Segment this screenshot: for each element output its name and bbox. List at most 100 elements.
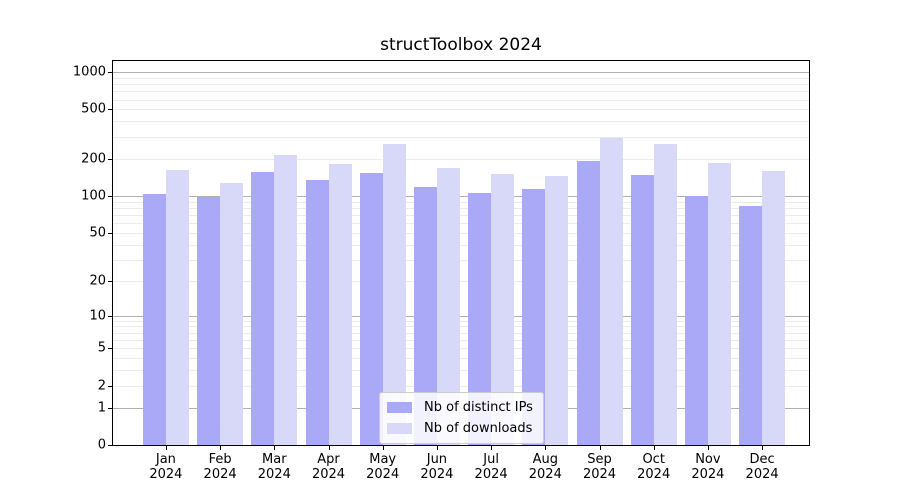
x-tick-month: Jun <box>426 452 448 467</box>
y-tick-mark-10 <box>108 316 112 317</box>
x-tick-month: Sep <box>587 452 612 467</box>
gridline-minor-2 <box>113 385 809 387</box>
bar-downloads-may <box>382 144 406 445</box>
bar-downloads-mar <box>274 155 298 445</box>
gridline-minor-6 <box>113 340 809 341</box>
gridline-major-1000 <box>113 72 809 73</box>
x-tick-year: 2024 <box>691 467 725 482</box>
y-tick-label-1: 1 <box>97 400 106 416</box>
x-tick-label-oct: Oct 2024 <box>624 452 684 482</box>
x-tick-year: 2024 <box>745 467 779 482</box>
legend: Nb of distinct IPs Nb of downloads <box>379 392 544 444</box>
bar-distinct-ips-apr <box>305 179 329 445</box>
y-tick-label-50: 50 <box>89 225 106 241</box>
legend-swatch-downloads-icon <box>387 423 412 434</box>
gridline-minor-200 <box>113 158 809 160</box>
x-tick-year: 2024 <box>582 467 617 482</box>
gridline-minor-5 <box>113 348 809 350</box>
gridline-major-100 <box>113 195 809 197</box>
gridline-major-10 <box>113 315 809 317</box>
x-tick-mark-dec <box>762 446 763 450</box>
gridline-minor-3 <box>113 370 809 372</box>
x-tick-label-nov: Nov 2024 <box>678 452 738 482</box>
gridline-minor-50 <box>113 232 809 234</box>
x-tick-label-jun: Jun 2024 <box>407 452 467 482</box>
x-tick-month: Nov <box>695 452 721 467</box>
y-tick-label-10: 10 <box>89 308 106 324</box>
x-tick-mark-mar <box>274 446 275 450</box>
bar-downloads-aug <box>545 175 569 445</box>
x-tick-label-aug: Aug 2024 <box>515 452 575 482</box>
x-tick-mark-jul <box>491 446 492 450</box>
x-tick-label-dec: Dec 2024 <box>732 452 792 482</box>
x-tick-month: Feb <box>208 452 232 467</box>
x-tick-month: May <box>369 452 397 467</box>
legend-label-distinct-ips: Nb of distinct IPs <box>424 400 533 415</box>
gridline-minor-4 <box>113 358 809 360</box>
gridline-minor-900 <box>113 77 809 79</box>
x-tick-label-sep: Sep 2024 <box>570 452 630 482</box>
x-tick-label-apr: Apr 2024 <box>299 452 359 482</box>
bar-distinct-ips-nov <box>684 195 708 445</box>
y-tick-label-200: 200 <box>81 151 106 167</box>
x-tick-label-feb: Feb 2024 <box>190 452 250 482</box>
gridline-minor-700 <box>113 91 809 93</box>
x-tick-year: 2024 <box>311 467 346 482</box>
x-tick-mark-jun <box>437 446 438 450</box>
gridline-minor-400 <box>113 121 809 123</box>
bar-distinct-ips-oct <box>630 174 654 445</box>
x-tick-label-mar: Mar 2024 <box>244 452 304 482</box>
legend-swatch-distinct-ips-icon <box>387 402 412 413</box>
x-tick-mark-feb <box>220 446 221 450</box>
bar-downloads-jul <box>491 174 515 445</box>
legend-item-downloads: Nb of downloads <box>387 420 533 437</box>
legend-label-downloads: Nb of downloads <box>424 421 533 436</box>
y-tick-mark-100 <box>108 196 112 197</box>
bar-downloads-oct <box>653 143 677 445</box>
gridline-minor-30 <box>113 259 809 261</box>
y-tick-label-5: 5 <box>97 340 106 356</box>
gridline-minor-500 <box>113 109 809 111</box>
bar-distinct-ips-jul <box>468 192 492 445</box>
y-tick-label-500: 500 <box>81 101 106 117</box>
gridline-minor-70 <box>113 214 809 216</box>
y-tick-label-2: 2 <box>97 378 106 394</box>
y-tick-mark-200 <box>108 159 112 160</box>
gridline-minor-300 <box>113 136 809 138</box>
gridline-minor-40 <box>113 244 809 246</box>
y-tick-mark-50 <box>108 233 112 234</box>
x-tick-month: Aug <box>532 452 558 467</box>
x-tick-year: 2024 <box>203 467 237 482</box>
bar-distinct-ips-sep <box>576 160 600 445</box>
bar-downloads-nov <box>707 162 731 445</box>
bar-distinct-ips-feb <box>197 196 221 445</box>
gridline-minor-7 <box>113 332 809 334</box>
bar-downloads-dec <box>762 170 786 445</box>
legend-item-distinct-ips: Nb of distinct IPs <box>387 399 533 416</box>
x-tick-mark-nov <box>708 446 709 450</box>
x-tick-year: 2024 <box>637 467 671 482</box>
gridline-minor-8 <box>113 326 809 328</box>
x-tick-month: Oct <box>642 452 665 467</box>
y-tick-label-0: 0 <box>97 437 106 453</box>
y-tick-label-20: 20 <box>89 273 106 289</box>
bar-distinct-ips-mar <box>251 172 275 445</box>
bar-distinct-ips-dec <box>739 205 763 445</box>
x-tick-month: Dec <box>749 452 775 467</box>
bar-distinct-ips-may <box>359 173 383 445</box>
chart-title: structToolbox 2024 <box>380 35 542 55</box>
bar-downloads-jun <box>436 168 460 445</box>
y-tick-mark-20 <box>108 281 112 282</box>
gridline-minor-20 <box>113 280 809 282</box>
bar-downloads-sep <box>599 137 623 445</box>
x-tick-month: Apr <box>317 452 340 467</box>
x-tick-label-may: May 2024 <box>353 452 413 482</box>
x-tick-month: Jan <box>155 452 176 467</box>
bar-distinct-ips-jan <box>142 194 166 445</box>
bar-downloads-apr <box>328 164 352 445</box>
x-tick-mark-apr <box>329 446 330 450</box>
x-tick-year: 2024 <box>528 467 562 482</box>
plot-area: Nb of distinct IPs Nb of downloads <box>112 60 810 446</box>
y-tick-mark-0 <box>108 445 112 446</box>
